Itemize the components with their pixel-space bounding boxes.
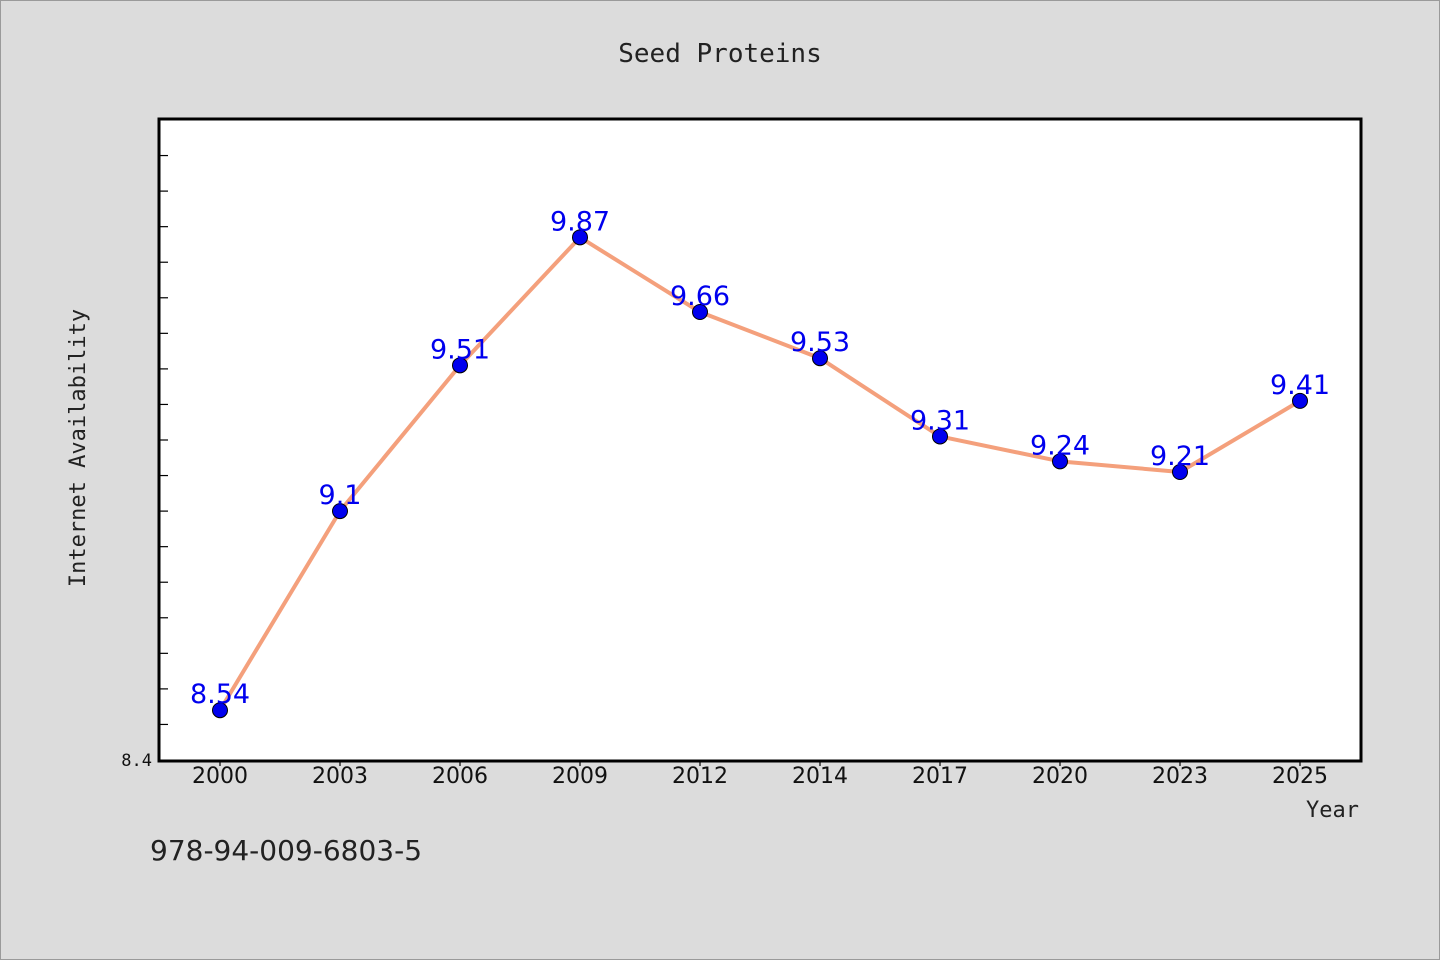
data-point xyxy=(212,702,228,719)
data-point xyxy=(1052,453,1068,470)
plot-area xyxy=(157,117,1363,763)
data-label: 9.53 xyxy=(790,327,850,358)
data-point xyxy=(812,350,828,367)
chart-title: Seed Proteins xyxy=(618,39,822,69)
x-tick-label: 2023 xyxy=(1152,764,1208,789)
data-label: 9.31 xyxy=(910,405,970,436)
data-label: 9.41 xyxy=(1270,370,1330,401)
data-label: 9.21 xyxy=(1150,441,1210,472)
x-tick-label: 2014 xyxy=(792,764,848,789)
data-label: 9.51 xyxy=(430,334,490,365)
data-point xyxy=(932,428,948,445)
y-axis-ticks: 8.4 xyxy=(121,154,168,771)
x-tick-label: 2009 xyxy=(552,764,608,789)
x-tick-label: 2006 xyxy=(432,764,488,789)
isbn-text: 978-94-009-6803-5 xyxy=(150,834,423,867)
x-tick-label: 2012 xyxy=(672,764,728,789)
data-label: 9.1 xyxy=(319,480,362,511)
x-tick-label: 2003 xyxy=(312,764,368,789)
series-layer: 8.54 9.1 9.51 9.87 9.66 9.53 9.31 9.24 9.21 9.41 xyxy=(190,206,1330,719)
data-point xyxy=(452,357,468,374)
data-point xyxy=(1292,392,1308,409)
data-point xyxy=(332,503,348,520)
series-line xyxy=(218,235,1302,713)
x-tick-label: 2025 xyxy=(1272,764,1328,789)
y-axis-label: Internet Availability xyxy=(66,309,91,587)
data-point xyxy=(572,229,588,246)
data-label: 9.66 xyxy=(670,281,730,312)
x-tick-label: 2017 xyxy=(912,764,968,789)
data-label: 9.24 xyxy=(1030,430,1090,461)
x-tick-label: 2000 xyxy=(192,764,248,789)
x-tick-label: 2020 xyxy=(1032,764,1088,789)
data-label: 9.87 xyxy=(550,206,610,237)
data-point xyxy=(1172,464,1188,480)
y-tick-label: 8.4 xyxy=(121,751,152,771)
data-point xyxy=(692,304,708,320)
x-axis-ticks: 2000 2003 2006 2009 2012 2014 2017 2020 2023 2025 xyxy=(192,760,1328,789)
data-label: 8.54 xyxy=(190,679,250,710)
x-axis-label: Year xyxy=(1306,798,1359,823)
